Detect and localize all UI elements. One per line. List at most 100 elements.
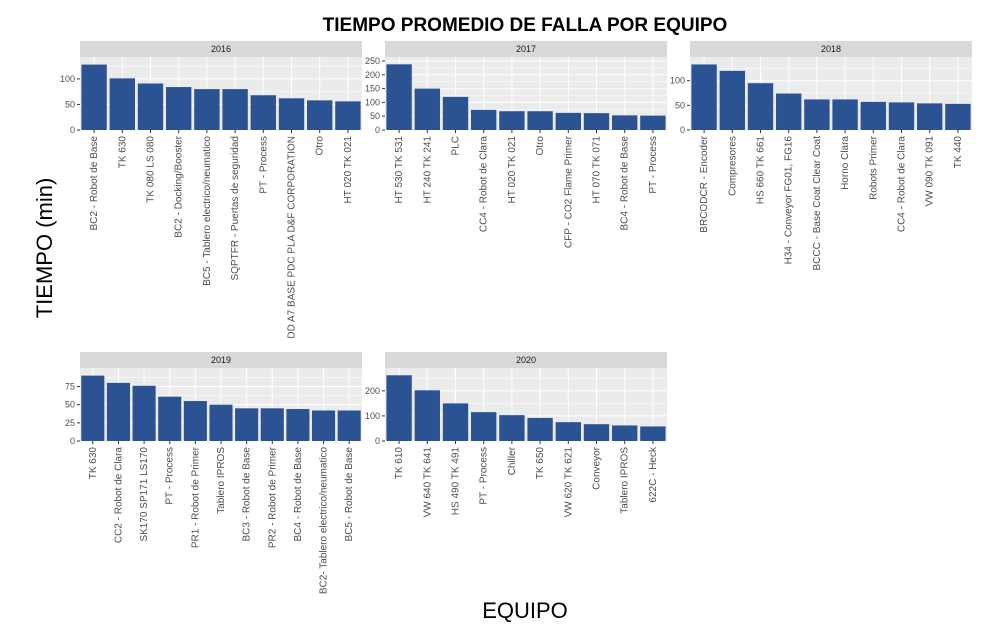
facet-panel-2016: 2016 0 50 100 BC2 - Robot de Base TK 630 TK 08… — [60, 41, 362, 339]
bar — [132, 385, 156, 441]
x-category-label: CC4 - Robot de Clara — [479, 136, 490, 233]
x-category-label: HT 240 TK 241 — [422, 136, 433, 204]
facet-strip — [385, 352, 667, 368]
x-category-label: PT - Process — [258, 136, 269, 194]
x-category-label: Horno Clara — [840, 136, 851, 190]
bar — [158, 396, 182, 441]
bar — [612, 115, 638, 130]
x-category-label: TK 630 — [88, 447, 99, 480]
x-category-label: H34 - Conveyor FG01, FG16 — [784, 136, 795, 265]
y-tick-label: 50 — [65, 99, 75, 109]
bar — [386, 64, 412, 130]
x-category-label: Chiller — [507, 446, 518, 475]
x-axis-title: EQUIPO — [482, 598, 568, 623]
bar — [386, 375, 412, 441]
x-category-label: VW 090 TK 091 — [925, 136, 936, 207]
x-category-label: VW 620 TK 621 — [563, 447, 574, 518]
y-tick-label: 75 — [65, 382, 75, 392]
bar — [81, 375, 105, 441]
x-category-label: BC3 - Robot de Base — [242, 447, 253, 542]
y-tick-label: 200 — [365, 70, 380, 80]
x-category-label: HT 020 TK 021 — [507, 136, 518, 204]
y-axis-title: TIEMPO (min) — [32, 178, 57, 319]
bar — [640, 115, 666, 130]
facet-panel-2018: 2018 0 50 100 BRCODCR - Encoder Compresores HS… — [670, 41, 972, 271]
bar — [250, 95, 276, 130]
y-tick-label: 250 — [365, 56, 380, 66]
x-category-label: BRCODCR - Encoder — [699, 135, 710, 232]
bar — [81, 64, 107, 130]
x-category-label: BC5 - Robot de Base — [344, 447, 355, 542]
bar — [527, 417, 553, 441]
facet-strip-label: 2016 — [211, 44, 231, 54]
bar — [260, 408, 284, 441]
x-category-label: Otro — [315, 136, 326, 156]
bar — [278, 98, 305, 130]
facet-panel-2019: 2019 0 25 50 75 TK 630 CC2 - Robot de Clara SK1… — [65, 352, 362, 594]
x-category-label: CC4 - Robot de Clara — [897, 136, 908, 233]
facet-panel-2017: 2017 0 50 100 150 200 250 HT 530 TK 531 HT 240 T… — [365, 41, 667, 248]
x-category-label: BCCC - Base Coat Clear Coat — [812, 136, 823, 271]
bar — [337, 410, 361, 441]
bar — [209, 404, 233, 441]
bar — [335, 101, 361, 130]
x-category-label: BC5 - Tablero electrico/neumatico — [202, 136, 213, 286]
bar — [555, 112, 581, 130]
x-category-label: Compresores — [727, 136, 738, 196]
x-category-label: TK 080 LS 080 — [146, 136, 157, 203]
bar — [166, 87, 192, 130]
x-category-label: Tablero IPROS — [620, 447, 631, 514]
bar — [109, 78, 135, 130]
bar — [917, 103, 943, 130]
x-category-label: HT 530 TK 531 — [394, 136, 405, 204]
bar — [776, 93, 802, 130]
x-category-label: HS 660 TK 661 — [756, 136, 767, 205]
x-category-label: SQPTFR - Puertas de seguridad — [230, 136, 241, 281]
x-category-label: PT - Process — [165, 447, 176, 505]
y-tick-label: 0 — [70, 436, 75, 446]
x-category-label: VW 640 TK 641 — [422, 447, 433, 518]
bar — [286, 409, 310, 441]
bar — [235, 408, 259, 441]
facet-strip-label: 2020 — [516, 355, 536, 365]
bar — [555, 422, 581, 441]
bar — [312, 410, 336, 441]
bar — [527, 111, 553, 130]
bar — [222, 89, 248, 130]
bar — [499, 415, 525, 441]
facet-strip — [80, 41, 362, 57]
bar — [804, 99, 830, 130]
facet-strip-label: 2017 — [516, 44, 536, 54]
bar — [307, 100, 333, 130]
facet-strip — [690, 41, 972, 57]
y-tick-label: 0 — [375, 125, 380, 135]
bar — [640, 426, 666, 441]
x-category-label: TK 440 — [953, 136, 964, 169]
x-category-label: CC2 - Robot de Clara — [113, 447, 124, 544]
bar — [691, 64, 717, 130]
x-category-label: TK 630 — [117, 136, 128, 169]
bar — [137, 83, 164, 130]
bar — [414, 88, 440, 130]
y-tick-label: 25 — [65, 418, 75, 428]
y-tick-label: 0 — [70, 125, 75, 135]
x-category-label: HS 490 TK 491 — [451, 447, 462, 516]
x-category-label: BC4 - Robot de Base — [293, 447, 304, 542]
bar — [583, 113, 610, 130]
bar — [194, 89, 220, 130]
bar — [832, 99, 858, 130]
y-tick-label: 50 — [65, 400, 75, 410]
x-category-label: 622C - Heck — [648, 446, 659, 503]
x-category-label: HT 070 TK 071 — [592, 136, 603, 204]
facet-panel-2020: 2020 0 100 200 TK 610 VW 640 TK 641 HS 490 TK … — [365, 352, 667, 517]
bar — [183, 401, 207, 441]
bar — [945, 103, 971, 130]
x-category-label: BC2 - Robot de Base — [89, 136, 100, 231]
x-category-label: CFP - CO2 Flame Primer — [563, 135, 574, 248]
x-category-label: Tablero IPROS — [216, 447, 227, 514]
y-tick-label: 200 — [365, 386, 380, 396]
bar — [499, 111, 525, 130]
y-tick-label: 100 — [365, 97, 380, 107]
y-tick-label: 0 — [375, 436, 380, 446]
